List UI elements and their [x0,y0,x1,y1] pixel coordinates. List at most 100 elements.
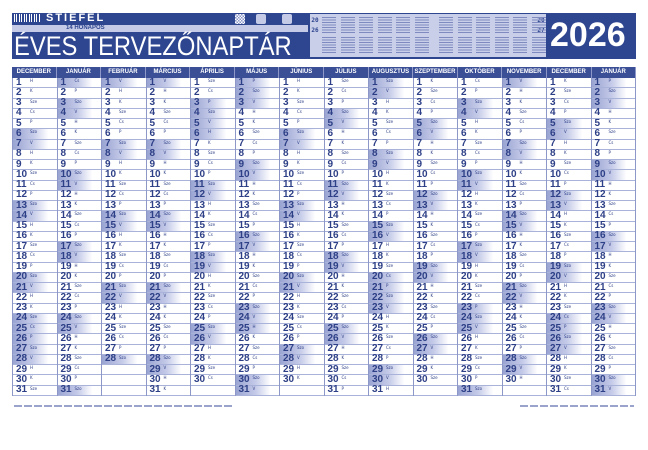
day-cell[interactable]: 28 Cs [591,354,635,365]
day-cell[interactable]: 11 V [458,180,502,191]
day-cell[interactable]: 28 V [13,354,57,365]
day-cell[interactable]: 17 H [369,241,413,253]
day-cell[interactable]: 29 H [13,364,57,376]
day-cell[interactable]: 19 Cs [146,262,190,273]
day-cell[interactable]: 27 P [502,344,546,355]
day-cell[interactable]: 17 Sze [13,241,57,253]
day-cell[interactable]: 31 V [591,385,635,396]
day-cell[interactable]: 17 K [146,241,190,253]
day-cell[interactable]: 23 H [502,303,546,314]
day-cell[interactable]: 11 Szo [191,180,235,191]
day-cell[interactable]: 31 Szo [458,385,502,396]
day-cell[interactable]: 2 Cs [324,87,368,99]
day-cell[interactable]: 3 Cs [547,98,591,109]
day-cell[interactable]: 5 Sze [369,118,413,130]
day-cell[interactable]: 9 Cs [191,159,235,171]
day-cell[interactable]: 10 P [191,169,235,181]
day-cell[interactable]: 23 Sze [547,303,591,314]
day-cell[interactable]: 19 K [235,262,279,273]
day-cell[interactable]: 27 P [102,344,146,355]
day-cell[interactable]: 20 V [547,272,591,283]
day-cell[interactable]: 23 V [369,303,413,314]
day-cell[interactable]: 19 H [57,262,101,273]
day-cell[interactable]: 27 K [458,344,502,355]
day-cell[interactable]: 25 P [547,323,591,335]
day-cell[interactable]: 21 Szo [146,282,190,294]
day-cell[interactable]: 27 K [57,344,101,355]
day-cell[interactable]: 22 P [235,292,279,304]
day-cell[interactable]: 22 Cs [57,292,101,304]
day-cell[interactable]: 13 V [547,200,591,212]
day-cell[interactable]: 10 Sze [13,169,57,181]
day-cell[interactable]: 20 Sze [235,272,279,283]
day-cell[interactable]: 14 Cs [235,210,279,222]
day-cell[interactable]: 11 K [369,180,413,191]
day-cell[interactable]: 31 Szo [57,385,101,396]
day-cell[interactable]: 25 V [57,323,101,335]
day-cell[interactable]: 28 V [280,354,324,365]
day-cell[interactable]: 26 Cs [146,333,190,345]
day-cell[interactable]: 14 K [324,210,368,222]
day-cell[interactable]: 23 H [102,303,146,314]
day-cell[interactable]: 29 Sze [191,364,235,376]
day-cell[interactable]: 5 Cs [146,118,190,130]
day-cell[interactable]: 31 K [146,385,190,396]
day-cell[interactable]: 17 K [102,241,146,253]
day-cell[interactable]: 15 H [280,221,324,232]
day-cell[interactable]: 13 H [191,200,235,212]
day-cell[interactable]: 21 K [324,282,368,294]
day-cell[interactable]: 13 Cs [369,200,413,212]
day-cell[interactable]: 13 K [57,200,101,212]
day-cell[interactable]: 27 Cs [369,344,413,355]
day-cell[interactable]: 11 Cs [280,180,324,191]
day-cell[interactable]: 30 Szo [591,374,635,386]
day-cell[interactable]: 14 K [191,210,235,222]
day-cell[interactable]: 17 P [191,241,235,253]
day-cell[interactable]: 17 Cs [413,241,457,253]
day-cell[interactable]: 26 Szo [413,333,457,345]
day-cell[interactable]: 16 Szo [591,231,635,242]
day-cell[interactable]: 24 K [102,313,146,324]
day-cell[interactable]: 22 V [502,292,546,304]
day-cell[interactable]: 8 Sze [191,149,235,160]
day-cell[interactable]: 4 Szo [324,108,368,119]
day-cell[interactable]: 21 P [369,282,413,294]
day-cell[interactable]: 26 V [324,333,368,345]
day-cell[interactable]: 9 Sze [413,159,457,171]
day-cell[interactable]: 6 Szo [280,128,324,140]
day-cell[interactable]: 16 V [369,231,413,242]
day-cell[interactable]: 25 Cs [280,323,324,335]
day-cell[interactable]: 16 Cs [324,231,368,242]
day-cell[interactable]: 12 V [324,190,368,201]
day-cell[interactable]: 8 Sze [324,149,368,160]
day-cell[interactable]: 25 H [591,323,635,335]
day-cell[interactable]: 26 H [57,333,101,345]
day-cell[interactable]: 13 Sze [235,200,279,212]
day-cell[interactable]: 5 Cs [502,118,546,130]
day-cell[interactable]: 15 V [502,221,546,232]
day-cell[interactable]: 24 P [191,313,235,324]
day-cell[interactable]: 29 Szo [369,364,413,376]
day-cell[interactable]: 19 K [591,262,635,273]
